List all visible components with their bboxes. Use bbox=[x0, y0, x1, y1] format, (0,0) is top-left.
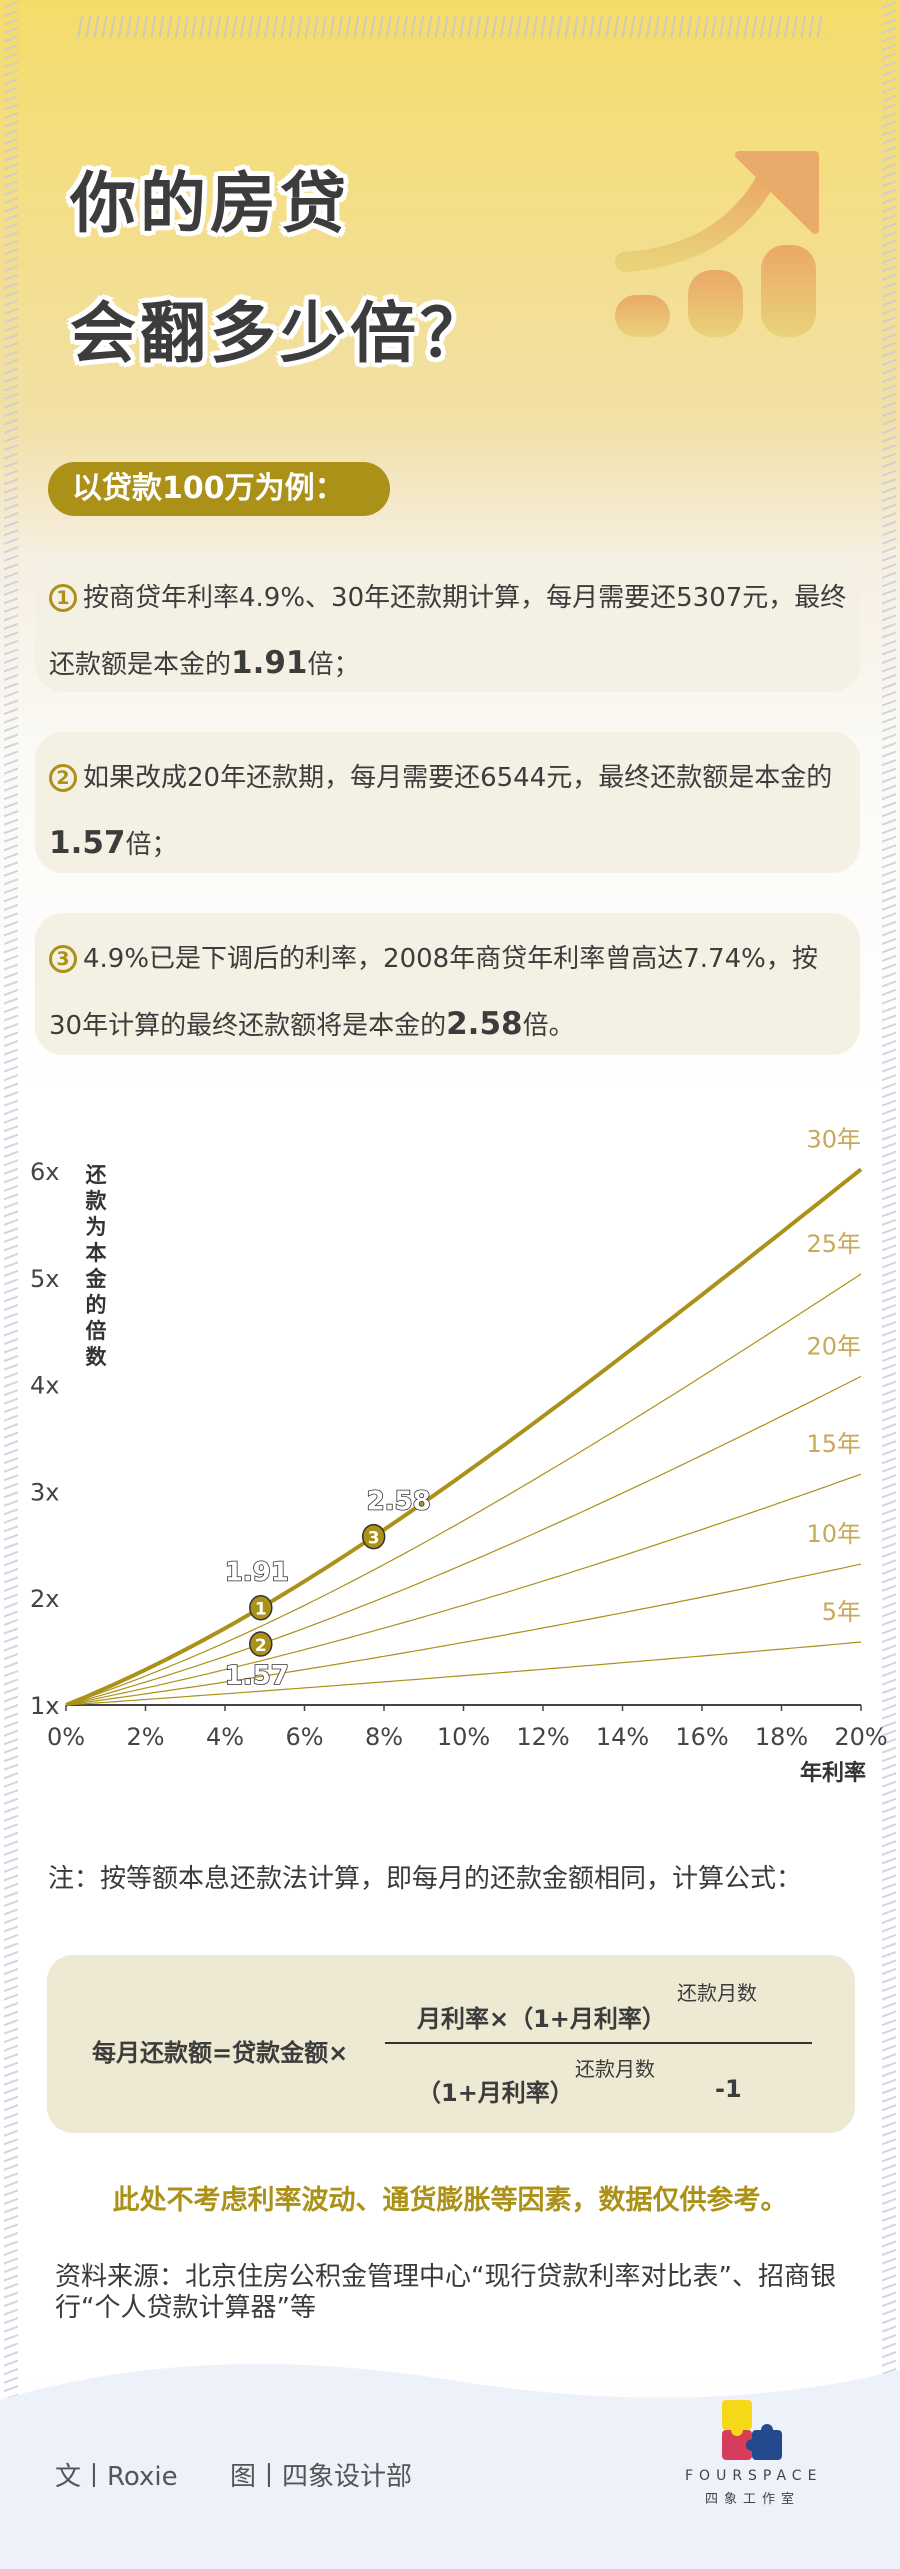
logo-cn: 四象工作室 bbox=[704, 2492, 800, 2507]
formula-lhs: 每月还款额=贷款金额× bbox=[92, 2039, 349, 2067]
series-label: 15年 bbox=[806, 1430, 861, 1458]
series-label: 25年 bbox=[806, 1230, 861, 1258]
circle-3-icon: 3 bbox=[49, 945, 77, 973]
series-label: 30年 bbox=[806, 1125, 861, 1153]
x-tick-label: 2% bbox=[126, 1723, 164, 1751]
data-label: 1.57 bbox=[225, 1661, 289, 1691]
fraction-line bbox=[385, 2042, 812, 2044]
y-tick-label: 3x bbox=[30, 1478, 59, 1506]
right-border bbox=[882, 0, 896, 2569]
design-credit: 图丨四象设计部 bbox=[230, 2462, 413, 2492]
growth-chart-icon bbox=[615, 151, 819, 337]
x-tick-label: 4% bbox=[206, 1723, 244, 1751]
series-label: 10年 bbox=[806, 1520, 861, 1548]
series-label: 5年 bbox=[822, 1598, 861, 1626]
y-tick-label: 4x bbox=[30, 1372, 59, 1400]
x-tick-label: 8% bbox=[365, 1723, 403, 1751]
x-tick-label: 6% bbox=[285, 1723, 323, 1751]
title-line1: 你的房贷 bbox=[70, 165, 350, 242]
x-tick-label: 14% bbox=[596, 1723, 649, 1751]
series-line-10 bbox=[65, 1563, 862, 1706]
author-credit: 文丨Roxie bbox=[55, 2462, 178, 2492]
series-line-5 bbox=[65, 1641, 862, 1706]
y-axis-label-char: 金 bbox=[85, 1267, 108, 1291]
y-axis-label-char: 的 bbox=[86, 1293, 107, 1317]
series-line-30 bbox=[65, 1167, 863, 1707]
circle-2-icon: 2 bbox=[49, 764, 77, 792]
x-tick-label: 12% bbox=[516, 1723, 569, 1751]
left-border bbox=[4, 0, 18, 2569]
repayment-multiple-chart: 0% 2% 4% 6% 8% 10% 12% 14% 16% 18% 20% 1x 2x 3x 4x 5x 6x… bbox=[30, 1125, 888, 1786]
circle-1-icon: 1 bbox=[49, 584, 77, 612]
y-tick-label: 2x bbox=[30, 1585, 59, 1613]
y-tick-label: 5x bbox=[30, 1265, 59, 1293]
top-border bbox=[75, 16, 825, 38]
series-line-20 bbox=[65, 1375, 862, 1706]
formula-numerator: 月利率×（1+月利率） bbox=[417, 2005, 666, 2033]
x-tick-label: 20% bbox=[834, 1723, 887, 1751]
card-2: 2 如果改成20年还款期，每月需要还6544元，最终还款额是本金的1.57倍； bbox=[35, 732, 860, 873]
marker-number: 3 bbox=[368, 1529, 380, 1549]
note-text: 注：按等额本息还款法计算，即每月的还款金额相同，计算公式： bbox=[48, 1864, 803, 1894]
formula-denominator: （1+月利率） bbox=[417, 2079, 574, 2107]
formula-den-exponent: 还款月数 bbox=[575, 2057, 655, 2081]
disclaimer: 此处不考虑利率波动、通货膨胀等因素，数据仅供参考。 bbox=[112, 2185, 788, 2216]
y-axis-label-char: 还 bbox=[85, 1163, 108, 1187]
y-axis-label-char: 款 bbox=[86, 1189, 108, 1213]
x-tick-label: 0% bbox=[47, 1723, 85, 1751]
y-axis-label-char: 倍 bbox=[86, 1319, 107, 1343]
source-text: 资料来源：北京住房公积金管理中心“现行贷款利率对比表”、招商银行“个人贷款计算器… bbox=[55, 2262, 836, 2323]
x-tick-label: 10% bbox=[437, 1723, 490, 1751]
series-label: 20年 bbox=[806, 1332, 861, 1360]
formula-num-exponent: 还款月数 bbox=[677, 1981, 757, 2005]
marker-1 bbox=[249, 1594, 273, 1621]
y-axis-label-char: 数 bbox=[86, 1345, 108, 1369]
x-tick-label: 16% bbox=[675, 1723, 728, 1751]
series-line-25 bbox=[65, 1273, 862, 1706]
marker-2 bbox=[249, 1631, 273, 1657]
data-label: 1.91 bbox=[225, 1558, 289, 1588]
y-tick-label: 6x bbox=[30, 1158, 59, 1186]
fourspace-logo bbox=[722, 2400, 782, 2460]
card-1: 1 按商贷年利率4.9%、30年还款期计算，每月需要还5307元，最终还款额是本金… bbox=[35, 552, 860, 692]
marker-3 bbox=[361, 1523, 386, 1550]
example-badge: 以贷款100万为例： bbox=[48, 462, 390, 516]
x-tick-label: 18% bbox=[755, 1723, 808, 1751]
y-tick-label: 1x bbox=[30, 1692, 59, 1720]
logo-en: FOURSPACE bbox=[685, 2468, 823, 2484]
marker-number: 2 bbox=[255, 1636, 267, 1656]
footer-wave bbox=[0, 2364, 900, 2569]
y-axis-label-char: 本 bbox=[86, 1241, 107, 1265]
card-3: 3 4.9%已是下调后的利率，2008年商贷年利率曾高达7.74%，按30年计算的… bbox=[35, 913, 860, 1055]
x-axis-label: 年利率 bbox=[800, 1760, 866, 1786]
series-line-15 bbox=[65, 1473, 862, 1706]
y-axis-label-char: 为 bbox=[86, 1215, 107, 1239]
marker-number: 1 bbox=[255, 1600, 267, 1620]
title-line2: 会翻多少倍？ bbox=[70, 295, 490, 372]
formula-minus-one: -1 bbox=[715, 2075, 742, 2103]
data-label: 2.58 bbox=[367, 1487, 431, 1517]
formula-box: 每月还款额=贷款金额× 月利率×（1+月利率） 还款月数 （1+月利率） 还款月… bbox=[47, 1955, 855, 2133]
